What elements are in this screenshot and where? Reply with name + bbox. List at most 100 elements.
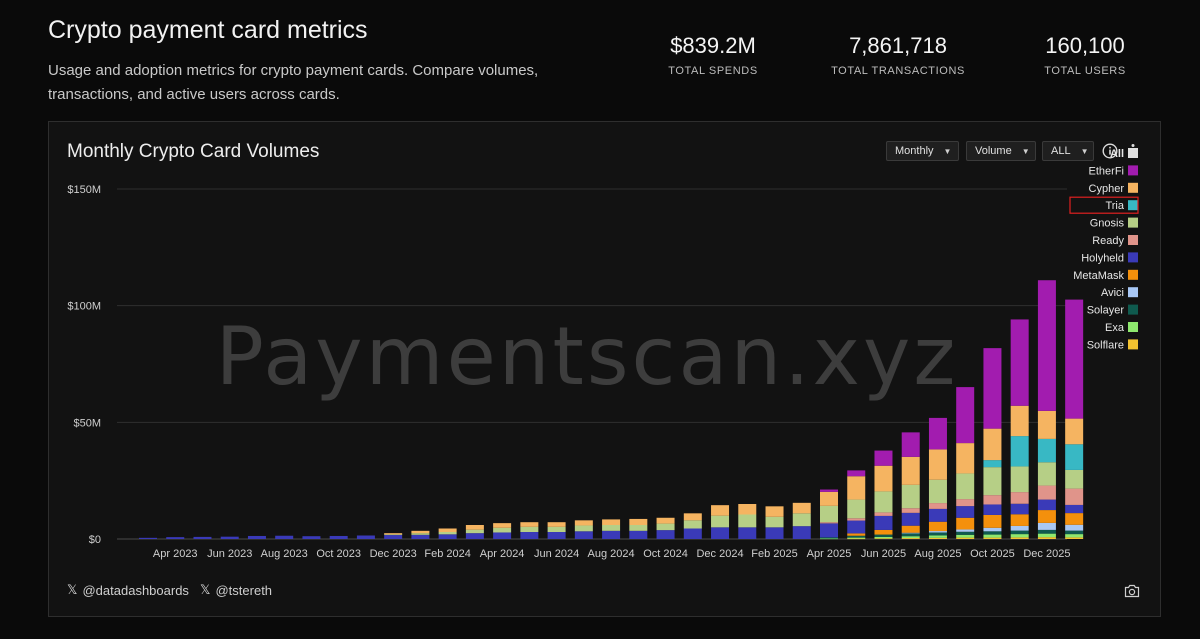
y-tick-label: $150M: [67, 184, 101, 196]
legend-swatch-tria: [1128, 200, 1138, 211]
bar-segment-gnosis: [1037, 462, 1056, 486]
camera-icon[interactable]: [1124, 584, 1140, 598]
legend-label-solayer: Solayer: [1087, 305, 1125, 317]
bar-segment-gnosis: [602, 525, 621, 531]
x-tick-label: Dec 2025: [1023, 548, 1070, 560]
bar-segment-tria: [1037, 438, 1056, 463]
bar-segment-cypher: [711, 505, 730, 516]
bar-segment-cypher: [683, 513, 702, 521]
bar-segment-avici: [928, 531, 947, 533]
bar-segment-cypher: [1010, 405, 1029, 437]
bar-segment-cypher: [438, 528, 457, 532]
bar-segment-metamask: [1010, 514, 1029, 526]
stat-value: $839.2M: [670, 33, 756, 58]
watermark-text: Paymentscan.xyz: [216, 310, 959, 403]
bar-segment-avici: [1037, 522, 1056, 530]
legend-label-tria: Tria: [1105, 200, 1124, 212]
bar-segment-solflare: [847, 538, 866, 540]
footer-handle-datadashboards[interactable]: 𝕏 @datadashboards: [67, 582, 189, 598]
bar-segment-solayer: [956, 531, 975, 535]
x-logo-icon: 𝕏: [200, 582, 211, 597]
bar-segment-tria: [1065, 444, 1084, 470]
bar-segment-holyheld: [574, 531, 593, 539]
bar-segment-metamask: [874, 529, 893, 535]
bar-segment-cypher: [792, 502, 811, 514]
x-tick-label: Aug 2024: [588, 548, 635, 560]
legend-label-avici: Avici: [1101, 287, 1124, 299]
bar-segment-ready: [1065, 488, 1084, 505]
metric-select-value: Volume: [975, 145, 1012, 157]
stat-value: 160,100: [1045, 33, 1125, 58]
x-tick-label: Dec 2023: [370, 548, 417, 560]
bar-segment-gnosis: [738, 514, 757, 528]
bar-segment-holyheld: [520, 532, 539, 539]
info-icon[interactable]: [1100, 141, 1120, 161]
x-tick-label: Aug 2023: [261, 548, 308, 560]
bar-segment-avici: [956, 529, 975, 532]
bar-segment-metamask: [1065, 513, 1084, 525]
bar-segment-holyheld: [1065, 504, 1084, 514]
handle-text: @datadashboards: [82, 582, 189, 598]
bar-segment-metamask: [1037, 510, 1056, 523]
bar-segment-holyheld: [329, 535, 348, 539]
x-tick-label: Jun 2024: [534, 548, 579, 560]
bar-segment-solayer: [820, 537, 838, 539]
bar-segment-holyheld: [302, 536, 321, 539]
bar-segment-gnosis: [792, 513, 811, 527]
bar-segment-solflare: [1010, 537, 1029, 539]
metric-select[interactable]: Volume ▼: [966, 141, 1036, 161]
bar-segment-exa: [1065, 534, 1084, 538]
bar-segment-gnosis: [928, 479, 947, 504]
bar-segment-exa: [847, 537, 866, 539]
handle-text: @tstereth: [215, 582, 273, 598]
bar-segment-holyheld: [411, 534, 430, 539]
x-tick-label: Apr 2024: [480, 548, 525, 560]
legend-label-all: All: [1110, 148, 1124, 160]
bar-segment-holyheld: [983, 504, 1002, 515]
bar-segment-metamask: [901, 525, 920, 533]
bar-segment-cypher: [874, 465, 893, 492]
bar-segment-holyheld: [247, 535, 266, 539]
range-select[interactable]: ALL ▼: [1042, 141, 1094, 161]
legend-label-holyheld: Holyheld: [1081, 252, 1124, 264]
bar-segment-solayer: [1010, 530, 1029, 535]
bar-segment-cypher: [465, 525, 484, 530]
bar-segment-cypher: [983, 428, 1002, 461]
bar-segment-metamask: [983, 514, 1002, 528]
bar-segment-gnosis: [1010, 466, 1029, 493]
bar-segment-holyheld: [275, 535, 294, 539]
bar-segment-tria: [1010, 436, 1029, 467]
bar-segment-gnosis: [547, 526, 566, 532]
bar-segment-cypher: [629, 518, 648, 525]
bar-segment-ready: [983, 495, 1002, 505]
bar-segment-etherfi: [1010, 319, 1029, 406]
bar-segment-ready: [928, 503, 947, 509]
bar-segment-gnosis: [656, 523, 675, 531]
bar-segment-gnosis: [983, 467, 1002, 496]
bar-segment-holyheld: [356, 535, 375, 539]
legend-swatch-avici: [1128, 287, 1138, 298]
legend-swatch-solflare: [1128, 339, 1138, 350]
chart-title: Monthly Crypto Card Volumes: [67, 141, 320, 162]
bar-segment-holyheld: [547, 532, 566, 539]
bar-segment-cypher: [1037, 410, 1056, 439]
bar-segment-gnosis: [493, 527, 512, 533]
y-tick-label: $0: [89, 534, 101, 546]
bar-segment-etherfi: [983, 348, 1002, 429]
bar-segment-solflare: [928, 537, 947, 539]
period-select[interactable]: Monthly ▼: [886, 141, 959, 161]
stacked-bar-chart: Paymentscan.xyz $0 $50M $100M $150M Apr 2023 J…: [67, 148, 1139, 560]
legend-label-exa: Exa: [1105, 322, 1125, 334]
bar-segment-exa: [983, 534, 1002, 538]
bar-segment-solayer: [847, 535, 866, 538]
bar-segment-cypher: [574, 520, 593, 526]
bar-segment-cypher: [928, 449, 947, 480]
stat-total-spends: $839.2M TOTAL SPENDS: [658, 33, 768, 77]
bar-segment-gnosis: [1065, 469, 1084, 489]
bar-segment-gnosis: [438, 532, 457, 535]
stat-label: TOTAL USERS: [1044, 65, 1126, 77]
footer-handle-tstereth[interactable]: 𝕏 @tstereth: [200, 582, 272, 598]
bar-segment-cypher: [520, 522, 539, 527]
legend-label-cypher: Cypher: [1089, 183, 1125, 195]
bar-segment-tria: [983, 460, 1002, 468]
